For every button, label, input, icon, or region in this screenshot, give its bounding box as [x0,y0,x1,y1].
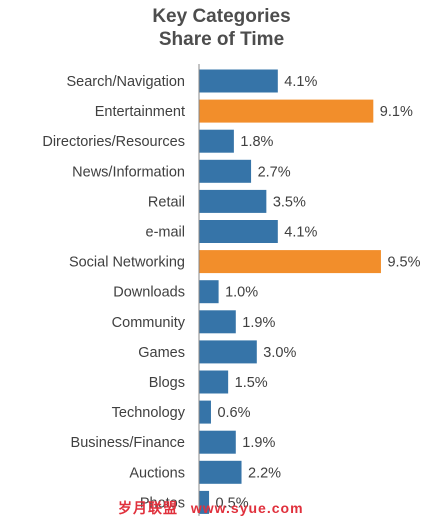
data-label-business-finance: 1.9% [242,435,275,451]
data-label-blogs: 1.5% [235,375,268,391]
bar-search-navigation [199,69,278,93]
chart-title-line-2: Share of Time [158,29,285,50]
data-label-e-mail: 4.1% [284,225,317,241]
bar-technology [199,400,211,424]
data-label-community: 1.9% [242,315,275,331]
category-label-search-navigation: Search/Navigation [67,74,186,90]
data-label-retail: 3.5% [273,194,306,210]
data-label-auctions: 2.2% [248,465,281,481]
chart-title-line-1: Key Categories [152,6,291,27]
bar-directories-resources [199,129,234,153]
bar-social-networking [199,250,381,274]
chart-title: Key Categories Share of Time [0,5,443,51]
bar-entertainment [199,99,374,123]
data-label-photos: 0.5% [216,495,249,511]
data-label-games: 3.0% [263,345,296,361]
bar-community [199,310,236,334]
category-label-games: Games [138,345,185,361]
bar-games [199,340,257,364]
bar-retail [199,189,267,213]
watermark-text-url: www.syue.com [190,500,304,516]
data-label-news-information: 2.7% [258,164,291,180]
watermark: 岁月联盟 www.syue.com [118,498,312,518]
bar-blogs [199,370,229,394]
category-label-downloads: Downloads [113,285,185,301]
category-label-community: Community [112,315,186,331]
bar-business-finance [199,430,236,454]
bar-news-information [199,159,252,183]
bar-e-mail [199,220,278,243]
category-label-retail: Retail [148,194,185,210]
category-label-news-information: News/Information [72,164,185,180]
category-label-social-networking: Social Networking [69,255,185,271]
category-label-technology: Technology [112,405,186,421]
bar-photos [199,490,210,514]
bar-auctions [199,460,242,484]
data-label-social-networking: 9.5% [387,255,420,271]
watermark-text-cn: 岁月联盟 [118,500,178,516]
data-label-technology: 0.6% [217,405,250,421]
data-label-directories-resources: 1.8% [240,134,273,150]
category-label-business-finance: Business/Finance [71,435,185,451]
category-label-directories-resources: Directories/Resources [42,134,185,150]
category-label-auctions: Auctions [129,465,185,481]
data-label-search-navigation: 4.1% [284,74,317,90]
category-label-entertainment: Entertainment [95,104,185,120]
bar-downloads [199,280,219,304]
data-label-downloads: 1.0% [225,285,258,301]
category-label-photos: Photos [140,495,185,511]
category-label-blogs: Blogs [149,375,185,391]
category-label-e-mail: e-mail [146,225,185,241]
data-label-entertainment: 9.1% [380,104,413,120]
